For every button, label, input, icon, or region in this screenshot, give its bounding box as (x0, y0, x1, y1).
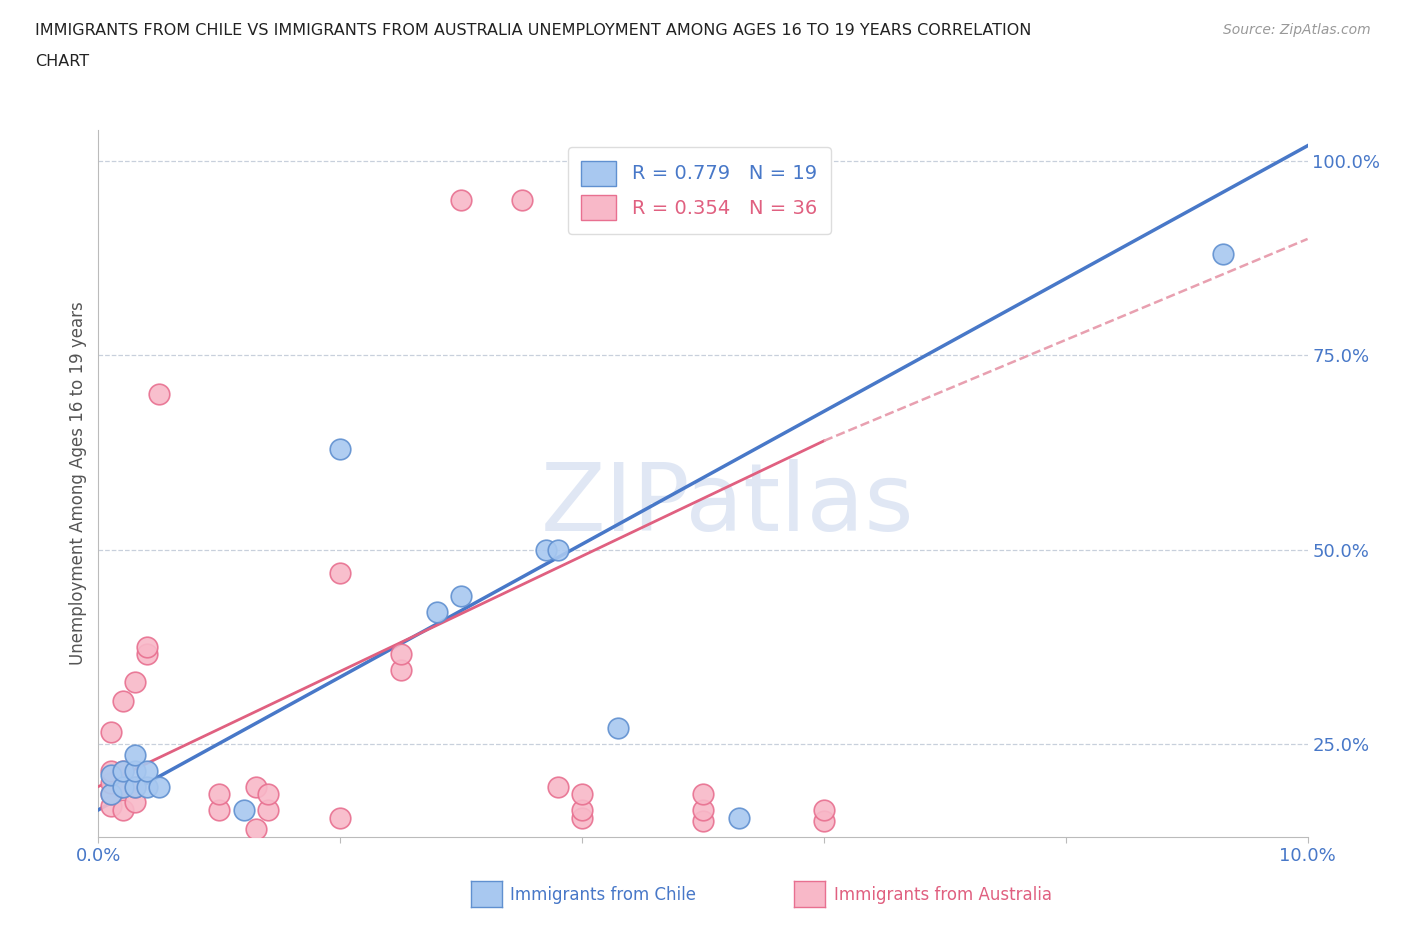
Point (607, 721, 630, 736)
Point (692, 787, 714, 802)
Text: IMMIGRANTS FROM CHILE VS IMMIGRANTS FROM AUSTRALIA UNEMPLOYMENT AMONG AGES 16 TO: IMMIGRANTS FROM CHILE VS IMMIGRANTS FROM… (35, 23, 1032, 38)
Point (245, 822, 267, 837)
Point (728, 810, 751, 825)
Point (148, 779, 170, 794)
Text: ZIPatlas: ZIPatlas (540, 458, 914, 551)
Point (135, 647, 157, 662)
Point (450, 589, 472, 604)
Point (135, 764, 157, 778)
Point (813, 803, 835, 817)
Point (450, 193, 472, 207)
Legend: R = 0.779   N = 19, R = 0.354   N = 36: R = 0.779 N = 19, R = 0.354 N = 36 (568, 147, 831, 234)
Point (100, 767, 122, 782)
Point (208, 803, 231, 817)
Point (124, 794, 146, 809)
Point (571, 810, 593, 825)
Point (329, 441, 352, 456)
Point (389, 662, 412, 677)
Point (426, 604, 449, 619)
Point (100, 724, 122, 739)
Point (148, 387, 170, 402)
Point (124, 764, 146, 778)
Point (111, 803, 134, 817)
Point (245, 779, 267, 794)
Text: Immigrants from Chile: Immigrants from Chile (510, 885, 696, 904)
Point (571, 803, 593, 817)
Point (124, 779, 146, 794)
Point (100, 787, 122, 802)
Point (135, 639, 157, 654)
Y-axis label: Unemployment Among Ages 16 to 19 years: Unemployment Among Ages 16 to 19 years (69, 301, 87, 666)
Text: CHART: CHART (35, 54, 89, 69)
Point (111, 764, 134, 778)
Text: Immigrants from Australia: Immigrants from Australia (834, 885, 1052, 904)
Point (256, 787, 278, 802)
Point (329, 565, 352, 580)
Point (232, 803, 254, 817)
Point (100, 776, 122, 790)
Point (111, 694, 134, 709)
Point (111, 764, 134, 778)
Point (135, 779, 157, 794)
Point (111, 779, 134, 794)
Point (208, 787, 231, 802)
Point (547, 779, 569, 794)
Point (534, 542, 557, 557)
Point (571, 787, 593, 802)
Point (124, 779, 146, 794)
Point (692, 803, 714, 817)
Point (100, 787, 122, 802)
Point (124, 748, 146, 763)
Point (124, 674, 146, 689)
Point (389, 647, 412, 662)
Point (256, 803, 278, 817)
Point (100, 764, 122, 778)
Point (547, 542, 569, 557)
Point (329, 810, 352, 825)
Point (100, 799, 122, 814)
Point (813, 814, 835, 829)
Point (111, 779, 134, 794)
Point (1212, 247, 1234, 262)
Text: Source: ZipAtlas.com: Source: ZipAtlas.com (1223, 23, 1371, 37)
Point (692, 814, 714, 829)
Point (510, 193, 533, 207)
